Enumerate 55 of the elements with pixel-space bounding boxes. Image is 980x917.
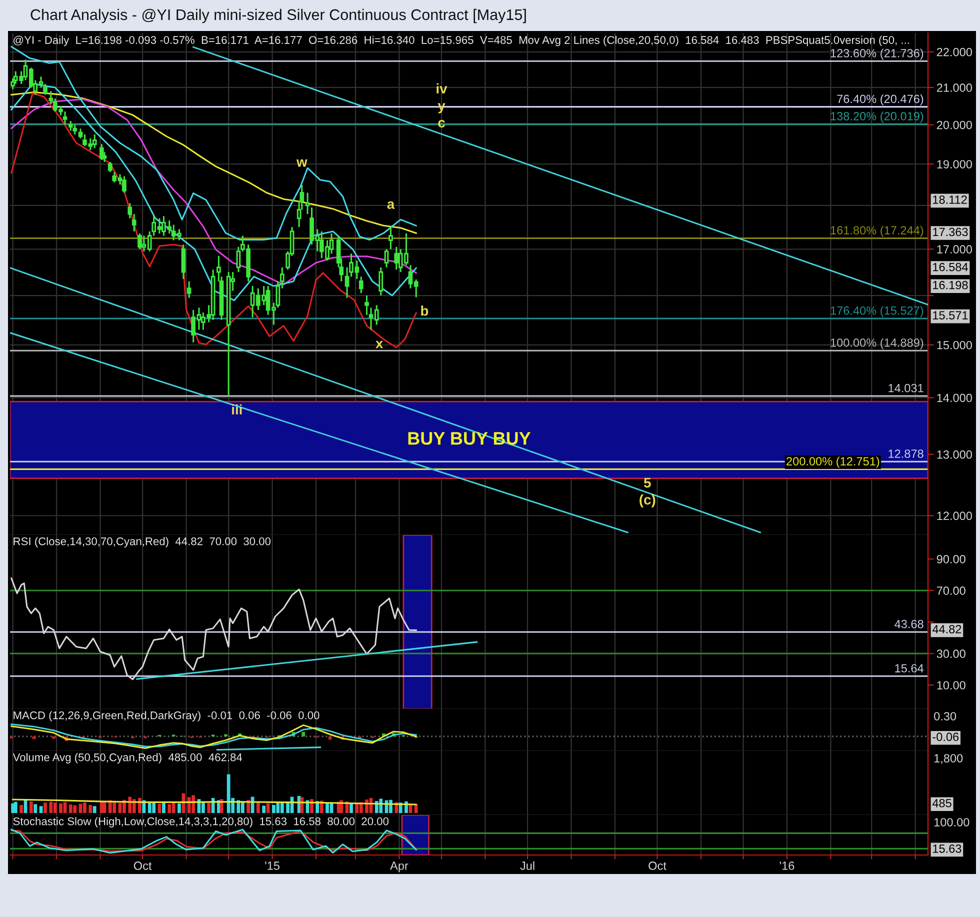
- annotation: 15.63: [933, 844, 962, 853]
- annotation: 44.82: [932, 624, 962, 634]
- x-tick-label: Oct: [134, 862, 152, 870]
- chart-title: MACD (12,26,9,Green,Red,DarkGray) -0.01 0.06 -0.06 0.00: [14, 711, 320, 722]
- annotation: x: [376, 340, 384, 348]
- text: 100.00: [934, 818, 970, 826]
- y-tick-label: 10.00: [937, 681, 966, 690]
- y-tick-label: 30.00: [936, 650, 966, 658]
- x-tick-label: '15: [265, 862, 280, 870]
- y-tick-label: 17.000: [937, 245, 972, 254]
- x-tick-label: Oct: [648, 862, 666, 870]
- x-tick-label: Jul: [520, 861, 534, 870]
- annotation: 5 (c): [640, 478, 656, 508]
- y-tick-label: 21.000: [936, 84, 972, 92]
- ref-line-label: 138.20% (20.019): [830, 112, 924, 123]
- ref-line-label: 161.80% (17.244): [830, 226, 924, 237]
- ref-line-label: 43.68: [894, 620, 924, 628]
- ref-line-label: 12.878: [888, 450, 924, 458]
- ref-line-label: 123.60% (21.736): [830, 48, 924, 60]
- annotation: 18.112: [933, 195, 967, 204]
- y-tick-label: 90.00: [936, 554, 966, 564]
- ref-line-label: 76.40% (20.476): [837, 94, 924, 106]
- annotation: 16.198: [933, 280, 968, 290]
- ref-line-label: 15.64: [895, 664, 924, 672]
- chart-title: RSI (Close,14,30,70,Cyan,Red) 44.82 70.00 30.00: [14, 537, 271, 548]
- chart-subtitle: @YI - Daily L=16.198 -0.093 -0.57% B=16.171 A=16.177 O=16.286 Hi=16.340 Lo=15.965 V=485 Mov Avg 2 Lines (Close,20,50,0) 16.584 16.483 PBSPSquat5.0version (50, ...: [14, 36, 909, 46]
- y-tick-label: 70.00: [936, 586, 966, 595]
- y-tick-label: 12.000: [937, 512, 972, 520]
- text: 0.30: [934, 712, 956, 720]
- chart-title: Volume Avg (50,50,Cyan,Red) 485.00 462.84: [12, 753, 242, 764]
- y-tick-label: 15.000: [937, 340, 972, 350]
- chart-title: Stochastic Slow (High,Low,Close,14,3,3,1,20,80) 15.63 16.58 80.00 20.00: [13, 817, 389, 828]
- chart-title: Chart Analysis - @YI Daily mini-sized Silver Continuous Contract [May15]: [30, 8, 526, 24]
- band-label: BUY BUY BUY: [408, 432, 531, 445]
- x-tick-label: '16: [780, 862, 794, 870]
- annotation: 16.584: [933, 262, 968, 272]
- x-tick-label: Apr: [390, 862, 408, 872]
- annotation: 17.363: [933, 228, 968, 236]
- y-tick-label: 13.000: [937, 450, 972, 459]
- ref-line-label: 14.031: [888, 384, 924, 392]
- annotation: w: [296, 159, 308, 167]
- y-tick-label: 22.000: [936, 48, 972, 56]
- annotation: 15.571: [933, 311, 968, 320]
- ref-line-label: 200.00% (12.751): [786, 456, 880, 468]
- annotation: 485: [932, 798, 952, 808]
- ref-line-label: 176.40% (15.527): [830, 306, 924, 318]
- y-tick-label: 14.000: [937, 394, 972, 402]
- y-tick-label: 19.000: [937, 160, 972, 168]
- ref-line-label: 100.00% (14.889): [830, 338, 924, 350]
- annotation: b: [421, 306, 428, 316]
- text: 1,800: [934, 754, 963, 764]
- annotation: iii: [232, 404, 242, 414]
- y-tick-label: 20.000: [936, 120, 972, 130]
- annotation: -0.06: [932, 732, 959, 742]
- annotation: a: [387, 201, 395, 209]
